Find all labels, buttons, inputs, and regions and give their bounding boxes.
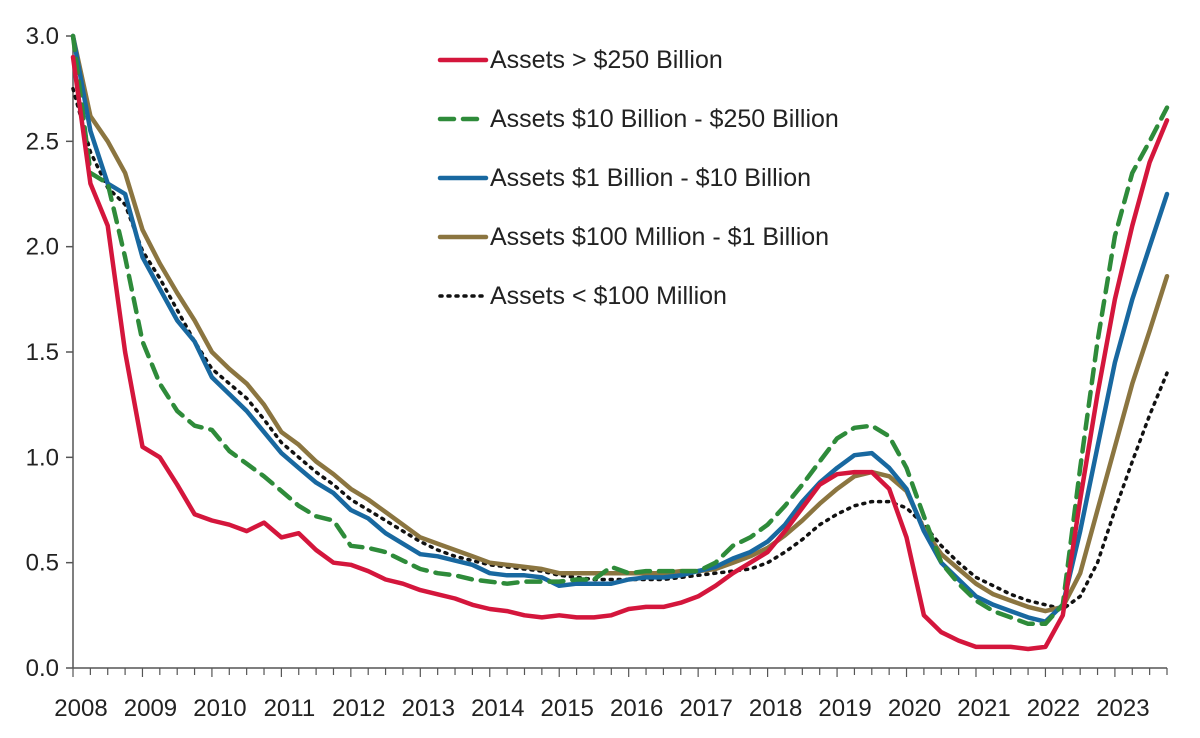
series-line-3 [70, 33, 1170, 614]
x-tick-label: 2019 [818, 695, 871, 722]
y-tick-label: 2.5 [26, 128, 59, 155]
y-tick-label: 1.5 [26, 339, 59, 366]
x-tick-label: 2023 [1096, 695, 1149, 722]
x-tick-label: 2020 [888, 695, 941, 722]
series-line-1 [70, 33, 1170, 627]
x-tick-label: 2021 [957, 695, 1010, 722]
series-line-0 [70, 54, 1170, 652]
x-tick-label: 2018 [749, 695, 802, 722]
x-tick-label: 2009 [124, 695, 177, 722]
series-line-2 [70, 33, 1170, 624]
series-lines [70, 33, 1170, 652]
x-tick-label: 2017 [679, 695, 732, 722]
x-tick-label: 2014 [471, 695, 524, 722]
x-tick-label: 2011 [264, 695, 316, 722]
legend-label-0: Assets > $250 Billion [490, 46, 723, 74]
y-tick-label: 1.0 [26, 444, 59, 471]
legend-label-4: Assets < $100 Million [490, 282, 727, 310]
x-tick-label: 2010 [193, 695, 246, 722]
y-tick-label: 0.0 [26, 655, 59, 682]
x-tick-label: 2015 [541, 695, 594, 722]
legend: Assets > $250 Billion Assets $10 Billion … [437, 46, 839, 310]
legend-label-3: Assets $100 Million - $1 Billion [490, 223, 829, 251]
x-tick-label: 2008 [54, 695, 107, 722]
legend-label-1: Assets $10 Billion - $250 Billion [490, 105, 839, 133]
x-tick-label: 2022 [1027, 695, 1080, 722]
x-tick-label: 2016 [610, 695, 663, 722]
y-tick-label: 0.5 [26, 550, 59, 577]
y-tick-label: 3.0 [26, 23, 59, 50]
x-tick-label: 2013 [402, 695, 455, 722]
y-tick-label: 2.0 [26, 234, 59, 261]
x-tick-label: 2012 [332, 695, 385, 722]
axes: 0.0 0.5 1.0 1.5 2.0 2.5 3.0 2008 2009 2010 2011 201… [26, 23, 1168, 722]
legend-label-2: Assets $1 Billion - $10 Billion [490, 164, 811, 192]
